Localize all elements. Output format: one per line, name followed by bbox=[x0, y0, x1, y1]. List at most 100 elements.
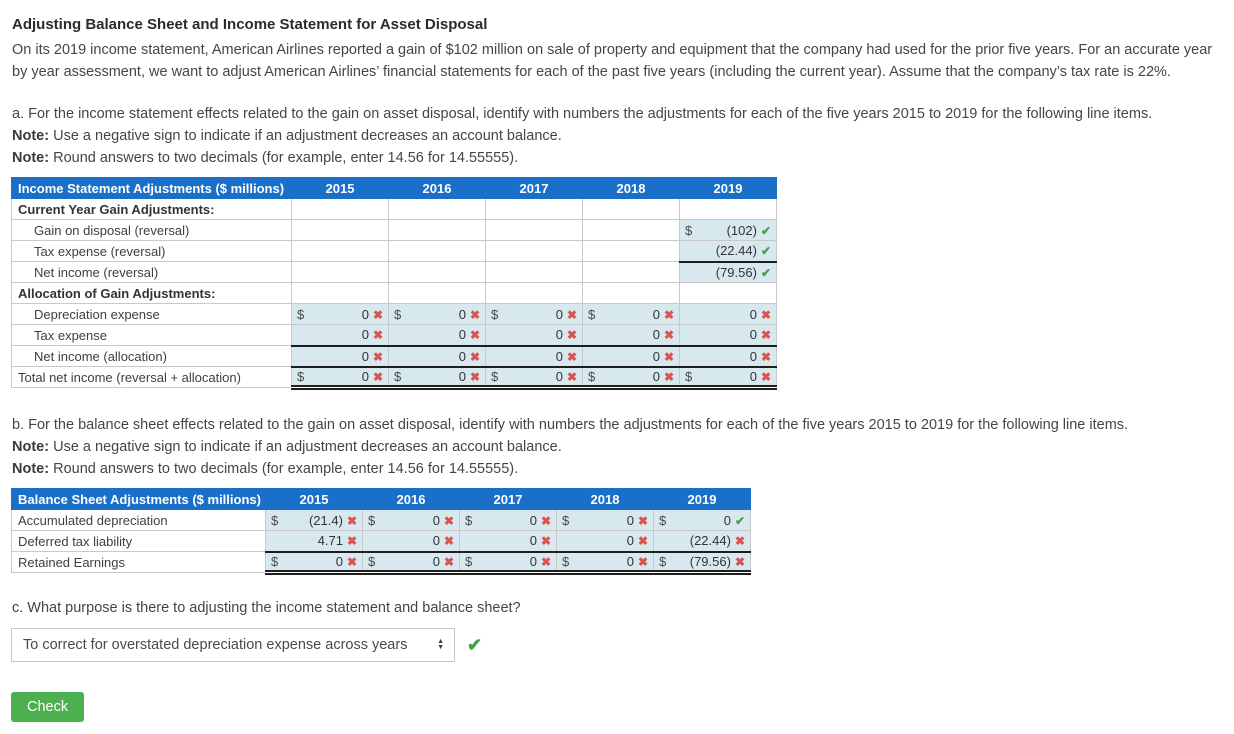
dollar-sign: $ bbox=[368, 553, 376, 569]
input-value: 0 bbox=[652, 348, 660, 364]
input-cell-re-2015[interactable]: $0 ✖ bbox=[265, 550, 363, 575]
input-cell-net-alloc-2017[interactable]: 0 ✖ bbox=[485, 344, 583, 367]
page-title: Adjusting Balance Sheet and Income State… bbox=[12, 16, 488, 33]
row-label: Net income (allocation) bbox=[11, 345, 292, 367]
dollar-sign: $ bbox=[297, 306, 305, 322]
input-value: 0 bbox=[749, 368, 757, 384]
input-cell-depreciation-2019[interactable]: 0 ✖ bbox=[679, 303, 777, 325]
input-cell-depreciation-2016[interactable]: $0 ✖ bbox=[388, 303, 486, 325]
empty-year-cell bbox=[291, 282, 389, 304]
input-value: 0 bbox=[529, 512, 537, 528]
incorrect-x-icon: ✖ bbox=[469, 307, 480, 322]
incorrect-x-icon: ✖ bbox=[637, 534, 648, 549]
input-cell-net-alloc-2019[interactable]: 0 ✖ bbox=[679, 344, 777, 367]
input-cell-tax-2017[interactable]: 0 ✖ bbox=[485, 324, 583, 346]
input-value: 0 bbox=[749, 306, 757, 322]
input-value: 0 bbox=[432, 533, 440, 549]
incorrect-x-icon: ✖ bbox=[566, 307, 577, 322]
input-value: 0 bbox=[723, 512, 731, 528]
input-cell-tax-2019[interactable]: 0 ✖ bbox=[679, 324, 777, 346]
input-cell-total-2015[interactable]: $0 ✖ bbox=[291, 365, 389, 390]
purpose-select[interactable]: To correct for overstated depreciation e… bbox=[11, 628, 455, 662]
selected-option-label: To correct for overstated depreciation e… bbox=[23, 637, 408, 653]
input-value: 0 bbox=[529, 533, 537, 549]
part-a-note-1: Note: Use a negative sign to indicate if… bbox=[12, 128, 562, 144]
input-cell-accum-dep-2015[interactable]: $ (21.4) ✖ bbox=[265, 509, 363, 531]
input-cell-accum-dep-2016[interactable]: $0 ✖ bbox=[362, 509, 460, 531]
table-row: Depreciation expense $0 ✖ $0 ✖ $0 ✖ $0 ✖ 0 ✖ bbox=[11, 303, 777, 325]
intro-paragraph: On its 2019 income statement, American A… bbox=[12, 42, 1213, 80]
dollar-sign: $ bbox=[659, 553, 667, 569]
input-cell-tax-reversal-2019[interactable]: (22.44) ✔ bbox=[679, 240, 777, 262]
input-cell-depreciation-2017[interactable]: $0 ✖ bbox=[485, 303, 583, 325]
input-cell-depreciation-2015[interactable]: $0 ✖ bbox=[291, 303, 389, 325]
input-cell-net-alloc-2016[interactable]: 0 ✖ bbox=[388, 344, 486, 367]
input-cell-re-2019[interactable]: $ (79.56) ✖ bbox=[653, 550, 751, 575]
incorrect-x-icon: ✖ bbox=[540, 534, 551, 549]
incorrect-x-icon: ✖ bbox=[760, 369, 771, 384]
row-label: Current Year Gain Adjustments: bbox=[11, 198, 292, 220]
empty-year-cell bbox=[679, 282, 777, 304]
check-button[interactable]: Check bbox=[11, 692, 85, 722]
input-cell-total-2018[interactable]: $0 ✖ bbox=[582, 365, 680, 390]
input-cell-re-2017[interactable]: $0 ✖ bbox=[459, 550, 557, 575]
input-value: (22.44) bbox=[689, 533, 731, 549]
column-header-2015: 2015 bbox=[265, 488, 363, 510]
incorrect-x-icon: ✖ bbox=[663, 328, 674, 343]
input-cell-accum-dep-2017[interactable]: $0 ✖ bbox=[459, 509, 557, 531]
input-cell-dtl-2019[interactable]: (22.44) ✖ bbox=[653, 530, 751, 552]
empty-year-cell bbox=[388, 261, 486, 283]
dollar-sign: $ bbox=[465, 512, 473, 528]
input-cell-gain-2019[interactable]: $ (102) ✔ bbox=[679, 219, 777, 241]
correct-check-icon: ✔ bbox=[760, 223, 771, 238]
empty-year-cell bbox=[388, 219, 486, 241]
input-cell-net-alloc-2015[interactable]: 0 ✖ bbox=[291, 344, 389, 367]
incorrect-x-icon: ✖ bbox=[637, 554, 648, 569]
empty-year-cell bbox=[388, 240, 486, 262]
input-cell-dtl-2017[interactable]: 0 ✖ bbox=[459, 530, 557, 552]
dollar-sign: $ bbox=[588, 306, 596, 322]
empty-year-cell bbox=[485, 198, 583, 220]
input-cell-total-2016[interactable]: $0 ✖ bbox=[388, 365, 486, 390]
input-cell-dtl-2018[interactable]: 0 ✖ bbox=[556, 530, 654, 552]
dollar-sign: $ bbox=[685, 368, 693, 384]
input-cell-total-2019[interactable]: $0 ✖ bbox=[679, 365, 777, 390]
input-cell-dtl-2015[interactable]: 4.71 ✖ bbox=[265, 530, 363, 552]
input-cell-net-alloc-2018[interactable]: 0 ✖ bbox=[582, 344, 680, 367]
input-cell-dtl-2016[interactable]: 0 ✖ bbox=[362, 530, 460, 552]
table-total-row: Total net income (reversal + allocation)… bbox=[11, 365, 777, 390]
column-header-2016: 2016 bbox=[388, 177, 486, 199]
table-row: Allocation of Gain Adjustments: bbox=[11, 282, 777, 304]
incorrect-x-icon: ✖ bbox=[372, 307, 383, 322]
input-cell-total-2017[interactable]: $0 ✖ bbox=[485, 365, 583, 390]
incorrect-x-icon: ✖ bbox=[469, 369, 480, 384]
correct-check-icon: ✔ bbox=[734, 513, 745, 528]
input-cell-tax-2015[interactable]: 0 ✖ bbox=[291, 324, 389, 346]
row-label: Total net income (reversal + allocation) bbox=[11, 366, 292, 388]
incorrect-x-icon: ✖ bbox=[734, 534, 745, 549]
row-label: Gain on disposal (reversal) bbox=[11, 219, 292, 241]
input-value: (21.4) bbox=[308, 512, 343, 528]
incorrect-x-icon: ✖ bbox=[663, 349, 674, 364]
input-cell-depreciation-2018[interactable]: $0 ✖ bbox=[582, 303, 680, 325]
table-row: Tax expense 0 ✖ 0 ✖ 0 ✖ 0 ✖ 0 ✖ bbox=[11, 324, 777, 346]
input-cell-tax-2016[interactable]: 0 ✖ bbox=[388, 324, 486, 346]
row-label: Net income (reversal) bbox=[11, 261, 292, 283]
input-cell-accum-dep-2018[interactable]: $0 ✖ bbox=[556, 509, 654, 531]
row-label: Depreciation expense bbox=[11, 303, 292, 325]
input-cell-accum-dep-2019[interactable]: $0 ✔ bbox=[653, 509, 751, 531]
select-arrows-icon: ▲ ▼ bbox=[437, 638, 444, 651]
dollar-sign: $ bbox=[588, 368, 596, 384]
input-cell-net-income-reversal-2019[interactable]: (79.56) ✔ bbox=[679, 260, 777, 283]
table-row: Tax expense (reversal) (22.44) ✔ bbox=[11, 240, 777, 262]
incorrect-x-icon: ✖ bbox=[734, 554, 745, 569]
input-cell-re-2016[interactable]: $0 ✖ bbox=[362, 550, 460, 575]
correct-check-icon: ✔ bbox=[760, 265, 771, 280]
dollar-sign: $ bbox=[562, 512, 570, 528]
input-value: 0 bbox=[626, 533, 634, 549]
input-cell-tax-2018[interactable]: 0 ✖ bbox=[582, 324, 680, 346]
input-cell-re-2018[interactable]: $0 ✖ bbox=[556, 550, 654, 575]
input-value: 0 bbox=[335, 553, 343, 569]
input-value: 0 bbox=[652, 368, 660, 384]
dollar-sign: $ bbox=[394, 368, 402, 384]
